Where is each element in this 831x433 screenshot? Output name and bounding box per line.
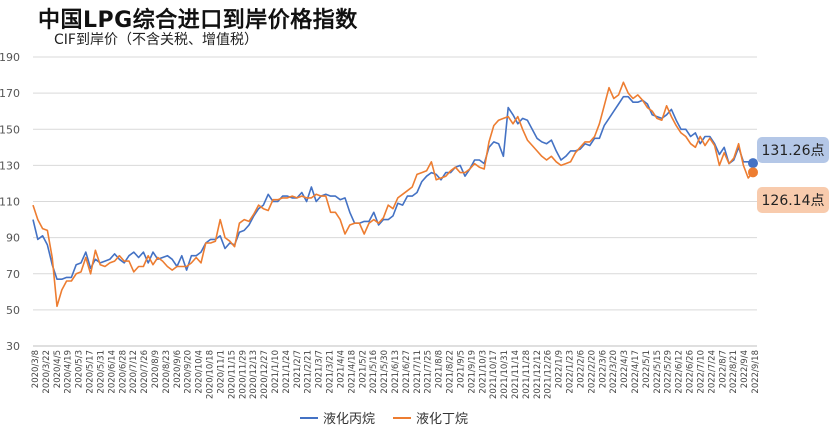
x-tick-label: 2020/12/27 — [260, 350, 270, 399]
end-label-text: 126.14点 — [762, 193, 825, 209]
x-tick-label: 2020/7/12 — [129, 350, 139, 394]
x-tick-label: 2021/9/19 — [467, 350, 477, 394]
series-line-butane — [32, 81, 754, 308]
legend-swatch-propane — [300, 416, 318, 419]
x-tick-label: 2020/4/5 — [53, 350, 63, 388]
x-tick-label: 2020/11/29 — [238, 350, 248, 399]
y-tick-label: 170 — [0, 87, 20, 100]
x-tick-label: 2021/3/7 — [315, 350, 325, 388]
y-tick-label: 50 — [6, 304, 20, 317]
x-tick-label: 2022/5/29 — [664, 350, 674, 394]
x-tick-label: 2021/6/27 — [402, 350, 412, 394]
y-tick-label: 130 — [0, 159, 20, 172]
end-label-text: 131.26点 — [762, 143, 825, 159]
x-tick-label: 2021/8/22 — [446, 350, 456, 394]
x-tick-label: 2021/11/14 — [511, 350, 521, 399]
x-tick-label: 2022/4/3 — [620, 350, 630, 388]
x-tick-label: 2020/6/28 — [118, 350, 128, 394]
x-tick-label: 2021/3/21 — [326, 350, 336, 394]
x-tick-label: 2021/7/25 — [424, 350, 434, 394]
x-tick-label: 2022/6/26 — [686, 350, 696, 394]
x-tick-label: 2021/8/8 — [435, 350, 445, 388]
x-tick-label: 2020/7/26 — [140, 350, 150, 394]
x-tick-label: 2020/11/1 — [216, 350, 226, 394]
x-tick-label: 2022/4/17 — [631, 350, 641, 394]
x-tick-label: 2021/12/12 — [533, 350, 543, 399]
x-tick-label: 2020/8/23 — [162, 350, 172, 394]
x-tick-label: 2021/5/16 — [369, 350, 379, 394]
chart-subtitle: CIF到岸价（不含关税、增值税） — [54, 32, 258, 48]
x-tick-label: 2021/12/26 — [544, 350, 554, 399]
x-tick-label: 2021/1/24 — [282, 350, 292, 394]
end-label-box — [757, 137, 829, 163]
x-tick-label: 2020/6/14 — [107, 350, 117, 394]
x-tick-label: 2022/1/9 — [555, 350, 565, 388]
x-tick-label: 2020/4/19 — [64, 350, 74, 394]
x-tick-label: 2022/7/10 — [696, 350, 706, 394]
x-tick-label: 2020/5/17 — [86, 350, 96, 394]
x-tick-label: 2022/2/6 — [576, 350, 586, 388]
end-marker-butane — [748, 167, 758, 178]
x-tick-label: 2022/8/7 — [718, 350, 728, 388]
end-marker-propane — [748, 158, 758, 169]
series-line-propane — [32, 95, 754, 281]
x-tick-label: 2020/3/8 — [31, 350, 41, 388]
y-tick-label: 30 — [6, 340, 20, 353]
legend-label-butane: 液化丁烷 — [416, 412, 469, 427]
x-tick-label: 2020/5/3 — [75, 350, 85, 388]
x-tick-label: 2021/7/11 — [413, 350, 423, 394]
x-tick-label: 2020/9/6 — [173, 350, 183, 388]
x-tick-label: 2021/10/31 — [500, 350, 510, 399]
legend-item-propane: 液化丙烷 — [300, 408, 375, 427]
legend: 液化丙烷 液化丁烷 — [300, 408, 468, 427]
x-tick-label: 2022/8/21 — [729, 350, 739, 394]
y-tick-label: 70 — [6, 268, 20, 281]
x-tick-label: 2020/9/20 — [184, 350, 194, 394]
x-tick-label: 2020/3/22 — [42, 350, 52, 394]
legend-swatch-butane — [393, 416, 412, 419]
x-tick-label: 2020/11/15 — [227, 350, 237, 399]
x-tick-label: 2021/4/4 — [336, 350, 346, 388]
x-tick-label: 2022/5/15 — [653, 350, 663, 394]
x-tick-label: 2021/4/18 — [347, 350, 357, 394]
x-tick-label: 2022/1/23 — [566, 350, 576, 394]
x-tick-label: 2021/2/21 — [304, 350, 314, 394]
x-tick-label: 2022/2/20 — [587, 350, 597, 394]
x-tick-label: 2021/10/3 — [478, 350, 488, 394]
series-lines — [32, 81, 754, 308]
x-tick-label: 2021/6/13 — [391, 350, 401, 394]
chart-title: 中国LPG综合进口到岸价格指数 — [38, 8, 358, 33]
x-tick-label: 2022/6/12 — [675, 350, 685, 394]
x-tick-label: 2020/12/13 — [249, 350, 259, 399]
x-tick-label: 2021/5/2 — [358, 350, 368, 388]
y-tick-label: 150 — [0, 123, 20, 136]
x-tick-label: 2022/5/1 — [642, 350, 652, 388]
x-tick-label: 2020/10/4 — [195, 350, 205, 394]
end-label-box — [757, 187, 829, 213]
x-tick-label: 2021/2/7 — [293, 350, 303, 388]
x-tick-label: 2020/8/9 — [151, 350, 161, 388]
x-tick-label: 2022/9/18 — [751, 350, 761, 394]
legend-label-propane: 液化丙烷 — [323, 412, 376, 427]
x-tick-label: 2021/1/10 — [271, 350, 281, 394]
x-axis: 2020/3/8 2020/3/22 2020/4/5 2020/4/19 2020/5… — [31, 350, 761, 399]
x-tick-label: 2020/5/31 — [96, 350, 106, 394]
x-tick-label: 2021/10/17 — [489, 350, 499, 399]
x-tick-label: 2022/7/24 — [707, 350, 717, 394]
x-tick-label: 2021/9/5 — [456, 350, 466, 388]
y-tick-label: 110 — [0, 196, 20, 209]
y-axis: 30 50 70 90 110 130 150 170 190 — [0, 51, 20, 353]
x-tick-label: 2022/3/20 — [609, 350, 619, 394]
x-tick-label: 2021/5/30 — [380, 350, 390, 394]
x-tick-label: 2020/10/18 — [206, 350, 216, 399]
y-tick-label: 90 — [6, 232, 20, 245]
x-tick-label: 2021/11/28 — [522, 350, 532, 399]
x-tick-label: 2022/9/4 — [740, 350, 750, 388]
legend-item-butane: 液化丁烷 — [393, 408, 468, 427]
end-labels: 131.26点 126.14点 — [748, 137, 829, 213]
y-tick-label: 190 — [0, 51, 20, 64]
x-tick-label: 2022/3/6 — [598, 350, 608, 388]
gridlines — [33, 56, 757, 347]
